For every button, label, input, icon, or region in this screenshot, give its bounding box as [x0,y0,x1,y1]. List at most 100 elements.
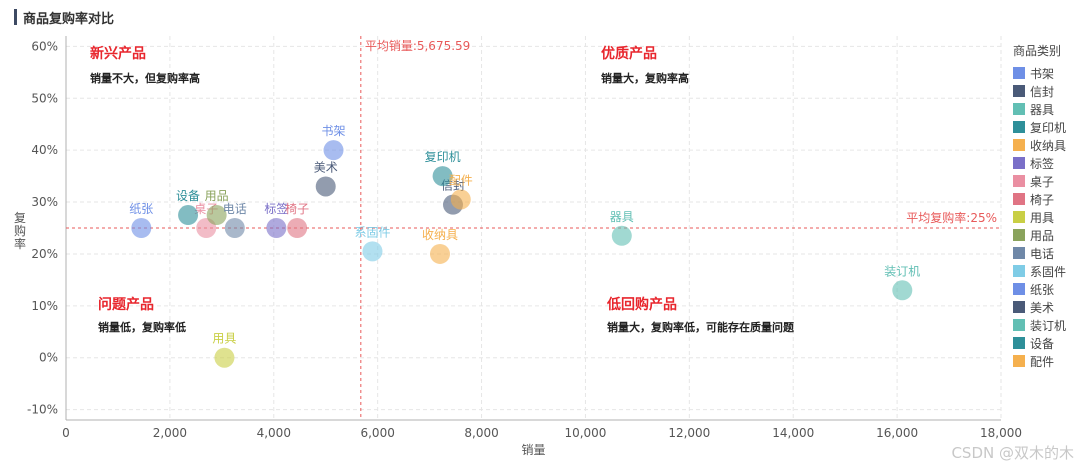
legend-swatch [1013,85,1025,97]
legend-label: 复印机 [1030,121,1066,135]
x-tick-label: 0 [62,426,70,440]
data-label: 设备 [176,189,200,203]
data-point [323,140,344,161]
data-point [266,218,287,238]
legend-label: 信封 [1030,85,1054,99]
chart-title-block: 商品复购率对比 [14,8,115,27]
data-point [315,176,336,197]
quadrant-title: 优质产品 [601,45,657,62]
legend-swatch [1013,157,1025,169]
data-point [450,189,471,210]
quadrant-desc: 销量低，复购率低 [98,320,186,334]
quadrant-desc: 销量大，复购率高 [601,71,689,85]
legend-label: 书架 [1030,67,1054,81]
data-label: 椅子 [285,202,309,216]
y-tick-label: 30% [31,195,58,209]
x-tick-label: 16,000 [876,426,918,440]
legend-swatch [1013,211,1025,223]
legend-swatch [1013,175,1025,187]
avg-sales-label: 平均销量:5,675.59 [365,39,470,53]
data-label: 收纳具 [422,228,458,242]
legend-label: 电话 [1030,247,1054,261]
legend-swatch [1013,67,1025,79]
legend-label: 纸张 [1030,283,1054,297]
data-point [430,243,450,264]
avg-repurchase-label: 平均复购率:25% [906,210,997,225]
y-axis-title: 复购率 [14,211,26,251]
legend-swatch [1013,121,1025,133]
data-point [892,280,913,301]
data-point [287,218,308,238]
x-tick-label: 8,000 [464,426,498,440]
legend-swatch [1013,247,1025,259]
legend-label: 标签 [1030,156,1054,171]
x-tick-label: 2,000 [153,426,187,440]
data-label: 系固件 [354,225,390,239]
data-point [131,218,152,238]
data-label: 美术 [314,160,338,174]
y-tick-label: 50% [31,91,58,105]
x-tick-label: 4,000 [257,426,291,440]
y-tick-label: 0% [39,351,58,365]
legend-swatch [1013,103,1025,115]
data-label: 标签 [264,201,288,216]
data-label: 用品 [205,189,229,203]
y-tick-label: 10% [31,299,58,313]
legend-swatch [1013,337,1025,349]
legend-label: 桌子 [1030,175,1054,189]
data-label: 装订机 [884,264,920,278]
title-accent-bar [14,9,17,25]
data-point [214,347,235,368]
x-tick-label: 6,000 [360,426,394,440]
legend-label: 配件 [1030,355,1054,369]
quadrant-title: 新兴产品 [90,45,146,62]
y-tick-label: 20% [31,247,58,261]
x-tick-label: 18,000 [980,426,1022,440]
quadrant-title: 问题产品 [98,296,154,313]
data-label: 纸张 [129,202,153,216]
data-point [206,205,227,226]
legend-label: 设备 [1030,337,1054,351]
data-point [432,166,453,187]
legend-swatch [1013,319,1025,331]
data-point [224,218,245,238]
data-point [362,241,383,262]
legend-swatch [1013,355,1025,367]
legend-label: 美术 [1030,301,1054,315]
y-tick-label: 40% [31,143,58,157]
legend-label: 用具 [1030,211,1054,225]
legend-label: 用品 [1030,229,1054,243]
x-tick-label: 12,000 [668,426,710,440]
y-tick-label: 60% [31,39,58,53]
legend-swatch [1013,139,1025,151]
quadrant-title: 低回购产品 [606,296,677,313]
data-label: 电话 [223,202,247,216]
legend-swatch [1013,301,1025,313]
quadrant-desc: 销量不大，但复购率高 [90,71,200,85]
x-tick-label: 10,000 [564,426,606,440]
data-label: 配件 [449,173,473,187]
x-tick-label: 14,000 [772,426,814,440]
data-label: 用具 [212,332,236,346]
legend-swatch [1013,193,1025,205]
y-tick-label: -10% [27,403,58,417]
quadrant-desc: 销量大，复购率低，可能存在质量问题 [607,320,795,334]
legend-label: 装订机 [1030,319,1066,333]
legend-label: 椅子 [1030,193,1054,207]
data-label: 复印机 [425,150,461,164]
chart-title: 商品复购率对比 [23,11,115,27]
legend-swatch [1013,265,1025,277]
data-point [611,225,632,246]
legend-swatch [1013,283,1025,295]
data-label: 书架 [322,124,346,138]
watermark: CSDN @双木的木 [951,444,1074,462]
legend-title: 商品类别 [1013,43,1061,58]
data-label: 器具 [610,210,634,224]
legend-label: 系固件 [1030,265,1066,279]
x-axis-title: 销量 [521,443,545,457]
data-point [178,205,199,226]
legend-label: 器具 [1030,103,1054,117]
legend-swatch [1013,229,1025,241]
